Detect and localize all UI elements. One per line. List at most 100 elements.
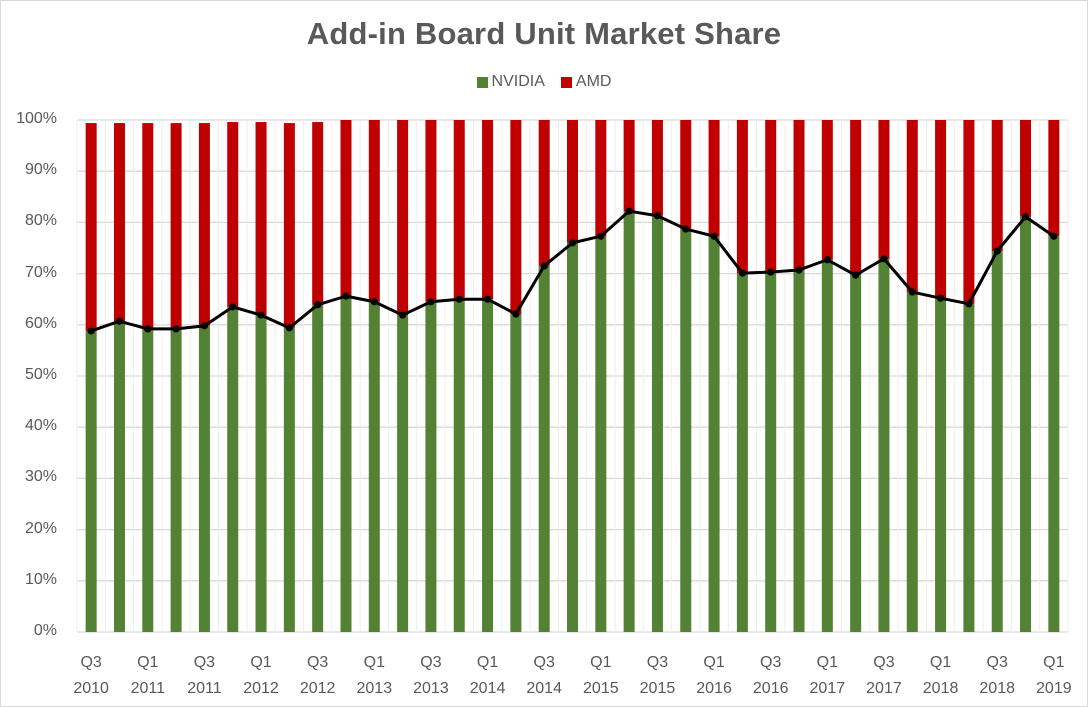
bar-nvidia[interactable] (397, 315, 409, 632)
bar-amd[interactable] (283, 123, 295, 328)
bar-nvidia[interactable] (708, 236, 720, 632)
bar-amd[interactable] (708, 120, 720, 237)
bar-nvidia[interactable] (368, 301, 380, 632)
bar-amd[interactable] (113, 123, 125, 322)
bar-amd[interactable] (850, 120, 862, 276)
bar-amd[interactable] (765, 120, 777, 273)
data-point-marker[interactable] (852, 271, 860, 279)
bar-nvidia[interactable] (850, 275, 862, 632)
bar-nvidia[interactable] (567, 242, 578, 632)
data-point-marker[interactable] (257, 311, 265, 319)
bar-amd[interactable] (85, 123, 97, 331)
bar-amd[interactable] (793, 120, 805, 271)
bar-amd[interactable] (567, 120, 578, 243)
bar-nvidia[interactable] (198, 325, 210, 632)
bar-amd[interactable] (821, 120, 833, 260)
data-point-marker[interactable] (710, 232, 718, 240)
bar-nvidia[interactable] (425, 301, 437, 632)
data-point-marker[interactable] (795, 266, 803, 274)
bar-amd[interactable] (906, 120, 918, 293)
bar-nvidia[interactable] (340, 296, 352, 632)
data-point-marker[interactable] (682, 225, 690, 233)
bar-amd[interactable] (595, 120, 607, 237)
data-point-marker[interactable] (285, 324, 293, 332)
bar-amd[interactable] (198, 123, 210, 326)
bar-nvidia[interactable] (680, 229, 692, 632)
bar-nvidia[interactable] (821, 259, 833, 632)
bar-nvidia[interactable] (170, 328, 182, 632)
data-point-marker[interactable] (738, 269, 746, 277)
data-point-marker[interactable] (540, 262, 548, 270)
bar-nvidia[interactable] (283, 327, 295, 632)
bar-amd[interactable] (651, 120, 663, 216)
bar-nvidia[interactable] (142, 328, 154, 632)
bar-amd[interactable] (538, 120, 550, 266)
data-point-marker[interactable] (483, 295, 492, 303)
data-point-marker[interactable] (993, 247, 1001, 255)
bar-amd[interactable] (482, 120, 494, 300)
data-point-marker[interactable] (172, 325, 180, 333)
bar-nvidia[interactable] (793, 270, 805, 632)
data-point-marker[interactable] (342, 292, 350, 300)
bar-amd[interactable] (736, 120, 748, 274)
bar-nvidia[interactable] (255, 315, 267, 632)
bar-nvidia[interactable] (935, 298, 947, 632)
data-point-marker[interactable] (823, 256, 831, 264)
bar-nvidia[interactable] (963, 303, 975, 632)
bar-nvidia[interactable] (878, 258, 890, 632)
data-point-marker[interactable] (370, 298, 378, 306)
legend-item-amd[interactable]: AMD (560, 73, 611, 91)
bar-amd[interactable] (1020, 120, 1032, 217)
bar-nvidia[interactable] (85, 330, 97, 632)
data-point-marker[interactable] (1021, 213, 1030, 221)
bar-amd[interactable] (142, 123, 154, 329)
bar-amd[interactable] (935, 120, 947, 299)
bar-amd[interactable] (623, 120, 635, 212)
data-point-marker[interactable] (568, 239, 577, 247)
data-point-marker[interactable] (625, 207, 633, 215)
data-point-marker[interactable] (200, 322, 209, 330)
bar-amd[interactable] (170, 123, 182, 329)
data-point-marker[interactable] (880, 255, 888, 263)
legend-item-nvidia[interactable]: NVIDIA (476, 73, 545, 91)
data-point-marker[interactable] (597, 232, 605, 240)
bar-nvidia[interactable] (1020, 216, 1032, 632)
bar-nvidia[interactable] (906, 292, 918, 632)
data-point-marker[interactable] (144, 325, 152, 333)
bar-nvidia[interactable] (482, 299, 494, 632)
bar-amd[interactable] (368, 120, 380, 302)
data-point-marker[interactable] (936, 294, 945, 302)
data-point-marker[interactable] (87, 327, 95, 335)
data-point-marker[interactable] (314, 301, 322, 309)
bar-amd[interactable] (340, 120, 352, 297)
data-point-marker[interactable] (767, 268, 775, 276)
bar-nvidia[interactable] (736, 273, 748, 632)
data-point-marker[interactable] (908, 288, 916, 296)
bar-nvidia[interactable] (453, 299, 465, 632)
bar-amd[interactable] (510, 120, 522, 315)
data-point-marker[interactable] (653, 212, 662, 220)
bar-amd[interactable] (255, 122, 267, 316)
data-point-marker[interactable] (455, 295, 463, 303)
bar-nvidia[interactable] (623, 211, 635, 633)
bar-amd[interactable] (1048, 120, 1060, 237)
bar-nvidia[interactable] (227, 306, 239, 632)
bar-amd[interactable] (453, 120, 465, 300)
bar-nvidia[interactable] (595, 236, 607, 632)
data-point-marker[interactable] (229, 303, 237, 311)
data-point-marker[interactable] (965, 300, 973, 308)
bar-nvidia[interactable] (113, 321, 125, 632)
bar-nvidia[interactable] (312, 304, 324, 632)
data-point-marker[interactable] (512, 310, 520, 318)
bar-amd[interactable] (425, 120, 437, 302)
data-point-marker[interactable] (399, 311, 407, 319)
bar-nvidia[interactable] (1048, 236, 1060, 632)
bar-amd[interactable] (227, 122, 239, 307)
bar-nvidia[interactable] (538, 265, 550, 632)
bar-amd[interactable] (991, 120, 1003, 252)
bar-amd[interactable] (680, 120, 692, 230)
bar-amd[interactable] (963, 120, 975, 304)
data-point-marker[interactable] (115, 317, 124, 325)
bar-nvidia[interactable] (991, 251, 1003, 632)
data-point-marker[interactable] (1050, 232, 1058, 240)
